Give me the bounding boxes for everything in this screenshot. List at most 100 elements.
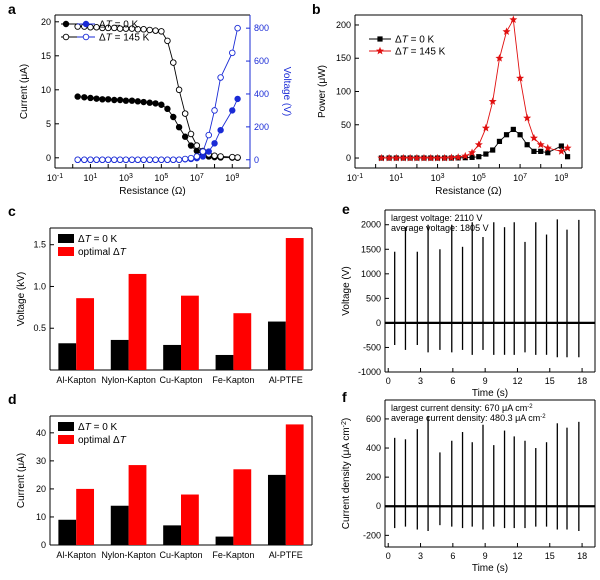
data-point [164, 156, 171, 164]
data-point [193, 147, 201, 155]
data-point [146, 156, 153, 164]
data-point [170, 59, 177, 66]
panel-letter: b [312, 1, 321, 17]
data-point [116, 156, 124, 164]
y-tick-label: 0 [41, 540, 46, 550]
x-tick-label: 103 [119, 173, 133, 184]
data-point [495, 54, 504, 62]
data-point [433, 153, 442, 162]
data-point [116, 96, 124, 104]
data-point [146, 99, 153, 106]
data-point [481, 123, 490, 132]
y-tick-label: 200 [366, 472, 381, 482]
data-point [181, 110, 189, 117]
x-tick-label: 18 [577, 551, 587, 561]
data-point [502, 27, 511, 36]
data-point [93, 156, 100, 164]
y-axis-label: Current (μA) [19, 64, 30, 119]
data-point [392, 153, 401, 162]
y-tick-label: -200 [363, 530, 381, 540]
x-tick-label: 107 [190, 173, 204, 184]
data-point [545, 150, 551, 156]
annotation: average current density: 480.3 μA cm-2 [391, 413, 546, 423]
data-point [476, 154, 482, 160]
y-tick-label: 30 [36, 456, 46, 466]
right-y-tick-label: 800 [254, 23, 269, 33]
data-point [205, 131, 212, 139]
data-point [488, 97, 497, 105]
x-tick-label: 18 [577, 376, 587, 386]
y-axis-label: Current (μA) [16, 453, 27, 508]
data-point [111, 96, 118, 104]
legend-marker [62, 20, 70, 28]
data-point [490, 147, 496, 153]
category-label: Cu-Kapton [159, 375, 202, 385]
y-tick-label: 0 [346, 153, 351, 163]
data-point [229, 107, 236, 114]
x-axis-label: Time (s) [472, 388, 508, 399]
y-tick-label: 40 [36, 428, 46, 438]
legend-swatch [58, 435, 74, 444]
data-point [461, 151, 470, 160]
data-point [164, 105, 171, 113]
data-point [517, 132, 523, 138]
annotation: average voltage: 1805 V [391, 223, 489, 233]
bar [76, 298, 95, 370]
x-tick-label: 3 [418, 376, 423, 386]
data-point [509, 15, 518, 24]
legend-swatch [58, 247, 74, 256]
panel-letter: a [8, 1, 16, 17]
x-tick-label: 9 [483, 551, 488, 561]
data-point [140, 26, 147, 33]
data-point [170, 156, 177, 164]
data-point [538, 148, 544, 154]
legend-swatch [58, 422, 74, 431]
bar [163, 525, 181, 545]
legend: ΔT = 0 KΔT = 145 K [369, 35, 446, 58]
data-point [564, 154, 571, 160]
panel-d: d 0 10 20 30 40 Current (μA) Al-Kapton Nylon-Kap… [8, 391, 313, 560]
data-point [104, 156, 112, 164]
y-tick-label: 50 [341, 120, 351, 130]
y-tick-label: 5 [46, 119, 51, 129]
bar [181, 494, 199, 545]
x-tick-label: 105 [154, 173, 168, 184]
data-point [211, 152, 218, 160]
x-tick-label: 105 [472, 173, 486, 184]
legend-label: optimal ΔT [78, 435, 127, 446]
y-tick-label: 20 [41, 17, 51, 27]
data-point [234, 24, 241, 32]
x-tick-label: 101 [389, 173, 403, 184]
y-tick-label: 1000 [361, 269, 381, 279]
bar [285, 238, 304, 370]
category-label: Al-Kapton [56, 375, 96, 385]
y-tick-label: 600 [366, 414, 381, 424]
data-point [217, 74, 224, 81]
data-point [229, 153, 236, 161]
x-axis-label: Resistance (Ω) [119, 186, 185, 197]
bar [58, 519, 77, 545]
data-point [122, 97, 130, 104]
legend-label: ΔT = 145 K [395, 47, 446, 58]
data-point [93, 95, 100, 102]
y-tick-label: 0 [376, 501, 381, 511]
y-tick-label: -500 [363, 342, 381, 352]
y-tick-label: 10 [36, 512, 46, 522]
panel-c: c 0.5 1.0 1.5 Voltage (kV) Al-Kapton Nylon-Kap… [8, 203, 313, 385]
data-point [74, 156, 81, 164]
legend-marker [62, 33, 70, 41]
y-tick-label: 0 [46, 153, 51, 163]
y-tick-label: 0.5 [33, 323, 46, 333]
x-tick-label: 15 [545, 376, 555, 386]
bar [267, 321, 286, 370]
data-point [140, 156, 147, 164]
data-point [187, 154, 195, 162]
right-y-tick-label: 600 [254, 56, 269, 66]
data-point [385, 153, 394, 162]
x-axis-label: Time (s) [472, 563, 508, 574]
panel-letter: e [342, 201, 350, 217]
data-point [170, 113, 177, 121]
data-point [122, 156, 130, 164]
bar [181, 295, 199, 370]
y-tick-label: 20 [36, 484, 46, 494]
